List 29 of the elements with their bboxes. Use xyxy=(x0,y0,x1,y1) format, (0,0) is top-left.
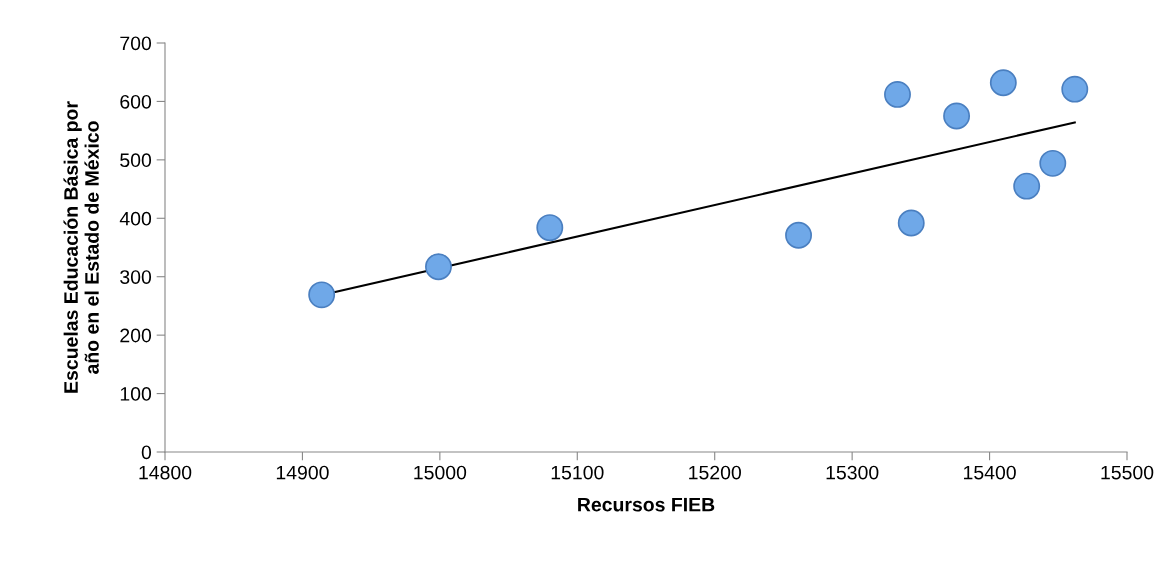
x-tick-label: 14900 xyxy=(276,465,329,480)
y-tick-label: 500 xyxy=(120,153,152,168)
y-tick-label: 300 xyxy=(120,270,152,284)
point xyxy=(884,80,911,108)
point xyxy=(943,102,971,130)
y-axis-title: Escuelas Educación Básica por año en el Estado de México xyxy=(63,101,99,393)
y-tick-label: 400 xyxy=(119,211,152,226)
point xyxy=(536,214,564,242)
y-tick-label: 700 xyxy=(120,36,152,51)
point xyxy=(308,281,336,309)
x-tick-label: 15200 xyxy=(689,465,741,480)
point xyxy=(425,253,452,281)
point xyxy=(989,69,1017,97)
point xyxy=(1013,172,1041,200)
x-tick-label: 14800 xyxy=(139,465,192,480)
y-tick-label: 200 xyxy=(120,328,152,343)
point xyxy=(1039,149,1067,177)
point xyxy=(1061,75,1089,103)
x-axis-title: Recursos FIEB xyxy=(578,497,715,512)
x-tick-label: 15000 xyxy=(414,465,467,480)
point xyxy=(897,209,925,237)
y-tick-label: 600 xyxy=(120,94,152,109)
y-tick-label: 100 xyxy=(120,387,152,401)
x-tick-label: 15300 xyxy=(826,465,879,480)
point xyxy=(785,221,812,249)
x-tick-label: 15400 xyxy=(964,465,1016,480)
y-tick-label: 0 xyxy=(141,445,152,460)
x-tick-label: 15100 xyxy=(551,465,604,480)
x-tick-label: 15500 xyxy=(1101,465,1154,480)
